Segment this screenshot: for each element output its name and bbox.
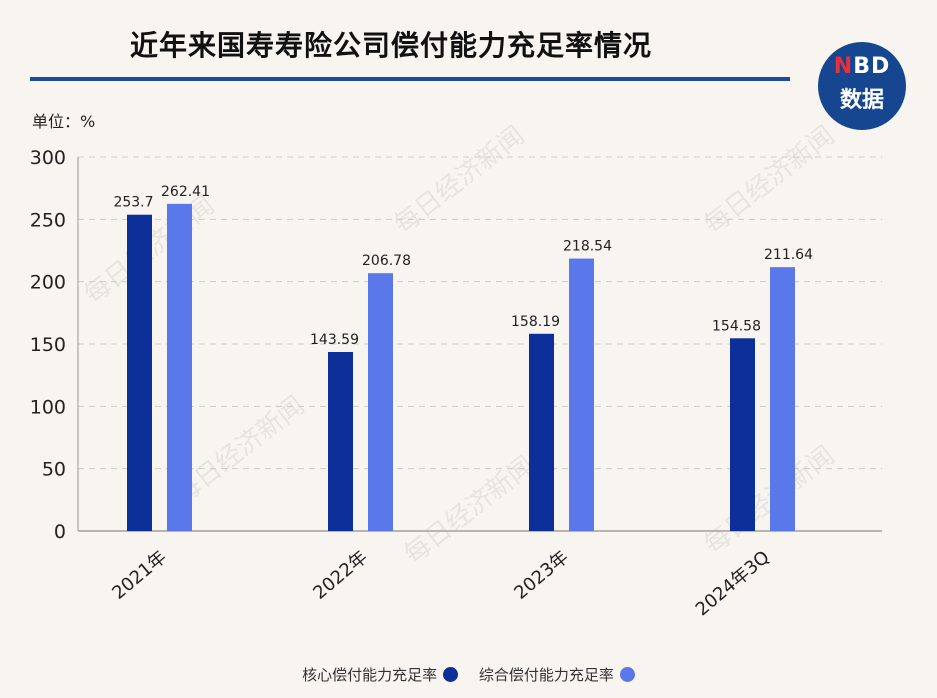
x-tick-label: 2023年 xyxy=(510,547,572,604)
bar-comprehensive xyxy=(368,273,393,531)
bar-comprehensive xyxy=(167,203,192,532)
chart-title: 近年来国寿寿险公司偿付能力充足率情况 xyxy=(130,29,653,62)
data-label: 143.59 xyxy=(310,332,359,348)
unit-label: 单位：% xyxy=(32,112,96,131)
y-tick-label: 150 xyxy=(30,334,66,356)
bar-comprehensive xyxy=(770,267,795,531)
logo-letter-n: N xyxy=(833,54,854,79)
y-tick-label: 200 xyxy=(30,272,66,294)
logo-letters-bd: BD xyxy=(853,54,891,79)
y-tick-label: 300 xyxy=(30,147,66,169)
data-label: 253.7 xyxy=(113,195,153,211)
data-label: 206.78 xyxy=(362,253,411,269)
legend-item-core: 核心偿付能力充足率 xyxy=(302,664,459,685)
bar-core xyxy=(529,333,554,531)
bar-core xyxy=(328,351,353,531)
nbd-logo: NBD 数据 xyxy=(818,42,906,130)
logo-text-top: NBD xyxy=(818,54,906,79)
y-tick-label: 0 xyxy=(54,521,66,543)
title-underline xyxy=(30,77,790,81)
legend-swatch-comprehensive xyxy=(619,667,635,682)
data-label: 158.19 xyxy=(511,314,560,330)
legend-item-comprehensive: 综合偿付能力充足率 xyxy=(479,664,635,685)
y-tick-label: 100 xyxy=(30,396,66,418)
logo-text-bottom: 数据 xyxy=(839,88,884,113)
legend-swatch-core xyxy=(443,667,459,682)
bar-chart: 0 50 100 150 200 250 300 253.7 262.41 2021年 143.59… xyxy=(30,147,882,621)
bar-core xyxy=(127,214,152,531)
x-tick-label: 2021年 xyxy=(108,547,170,604)
y-tick-label: 50 xyxy=(42,459,66,481)
legend-label-core: 核心偿付能力充足率 xyxy=(302,666,438,684)
legend: 核心偿付能力充足率 综合偿付能力充足率 xyxy=(0,664,937,685)
data-label: 154.58 xyxy=(712,318,761,334)
x-tick-label: 2022年 xyxy=(309,547,371,604)
x-tick-label: 2024年3Q xyxy=(692,547,774,621)
legend-label-comprehensive: 综合偿付能力充足率 xyxy=(478,666,614,684)
bar-core xyxy=(730,338,755,531)
data-label: 262.41 xyxy=(161,184,210,200)
y-tick-label: 250 xyxy=(30,209,66,231)
data-label: 211.64 xyxy=(764,247,813,263)
data-label: 218.54 xyxy=(563,239,612,255)
bar-comprehensive xyxy=(569,258,594,531)
